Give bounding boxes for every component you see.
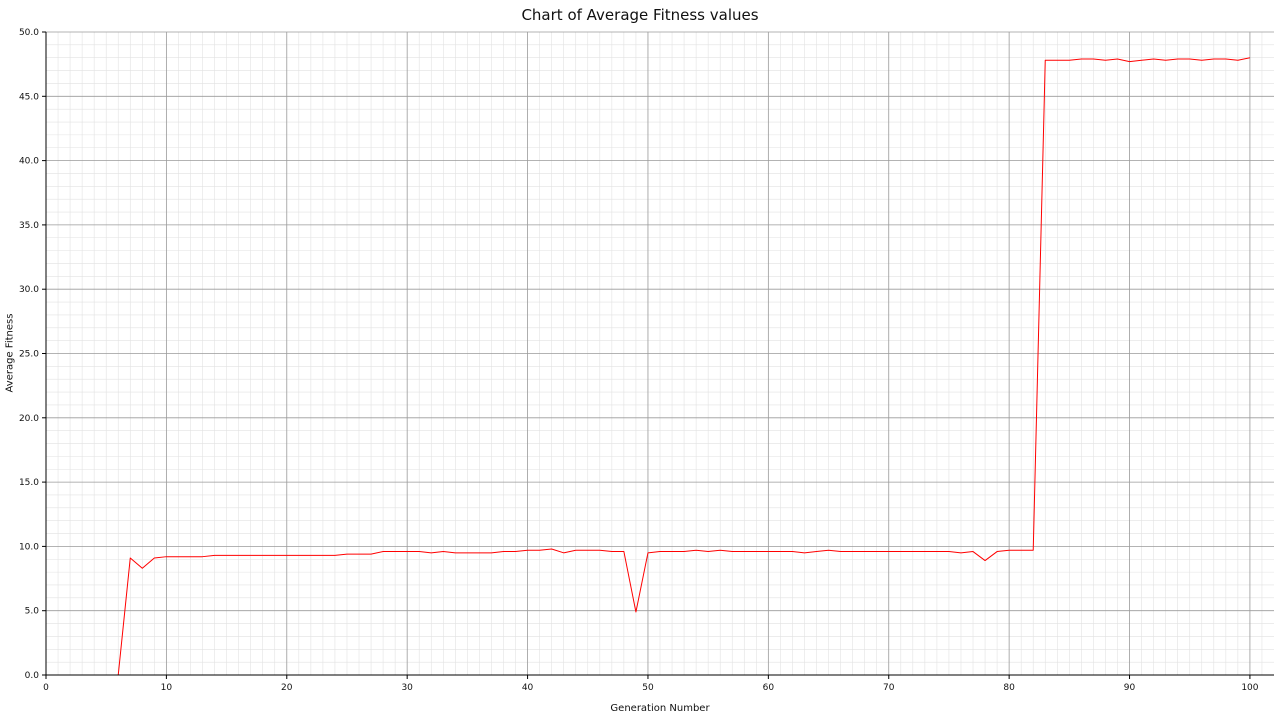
y-tick-label: 50.0 — [19, 28, 39, 38]
y-tick-label: 0.0 — [25, 671, 40, 681]
x-tick-label: 20 — [281, 683, 293, 693]
y-tick-label: 35.0 — [19, 221, 39, 231]
y-tick-label: 40.0 — [19, 157, 39, 167]
y-tick-label: 15.0 — [19, 478, 39, 488]
x-tick-label: 100 — [1241, 683, 1258, 693]
x-axis-ticks: 0 10 20 30 40 50 60 70 80 90 100 — [43, 675, 1259, 693]
y-tick-label: 45.0 — [19, 92, 39, 102]
x-tick-label: 50 — [642, 683, 654, 693]
x-tick-label: 10 — [161, 683, 173, 693]
x-tick-label: 60 — [763, 683, 775, 693]
y-tick-label: 30.0 — [19, 285, 39, 295]
y-tick-label: 25.0 — [19, 350, 39, 360]
major-gridlines — [46, 31, 1274, 675]
x-tick-label: 70 — [883, 683, 895, 693]
chart-title: Chart of Average Fitness values — [521, 6, 759, 24]
y-axis-ticks: 0.0 5.0 10.0 15.0 20.0 25.0 30.0 35.0 40.0 45.0 50… — [19, 28, 46, 681]
series-layer — [46, 57, 1251, 676]
x-tick-label: 30 — [401, 683, 413, 693]
x-tick-label: 40 — [522, 683, 534, 693]
y-tick-label: 5.0 — [25, 607, 40, 617]
x-tick-label: 0 — [43, 683, 49, 693]
y-tick-label: 20.0 — [19, 414, 39, 424]
y-tick-label: 10.0 — [19, 542, 39, 552]
x-tick-label: 80 — [1003, 683, 1015, 693]
x-axis-label: Generation Number — [610, 703, 710, 714]
x-tick-label: 90 — [1124, 683, 1136, 693]
series-line — [46, 57, 1251, 676]
